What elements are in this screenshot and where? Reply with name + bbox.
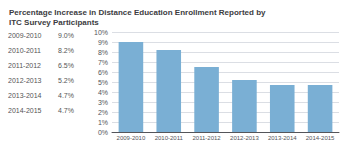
svg-text:2010-2011: 2010-2011 (155, 135, 184, 141)
svg-text:2012-2013: 2012-2013 (8, 77, 42, 84)
svg-text:3%: 3% (98, 99, 108, 106)
svg-text:Percentage Increase in Distanc: Percentage Increase in Distance Educatio… (9, 8, 266, 17)
svg-text:10%: 10% (94, 29, 108, 36)
svg-text:2009-2010: 2009-2010 (117, 135, 146, 141)
svg-text:2013-2014: 2013-2014 (268, 135, 297, 141)
svg-text:2011-2012: 2011-2012 (192, 135, 221, 141)
svg-text:2010-2011: 2010-2011 (8, 47, 41, 54)
svg-text:2014-2015: 2014-2015 (8, 107, 42, 114)
svg-text:8.2%: 8.2% (58, 47, 74, 54)
svg-text:2012-2013: 2012-2013 (230, 135, 259, 141)
svg-text:9%: 9% (98, 39, 108, 46)
svg-text:4.7%: 4.7% (58, 92, 74, 99)
svg-text:ITC Survey Participants: ITC Survey Participants (9, 18, 99, 27)
svg-text:6%: 6% (98, 69, 108, 76)
svg-text:2009-2010: 2009-2010 (8, 32, 42, 39)
svg-text:6.5%: 6.5% (58, 62, 74, 69)
svg-text:2014-2015: 2014-2015 (306, 135, 335, 141)
svg-text:2011-2012: 2011-2012 (8, 62, 41, 69)
svg-text:1%: 1% (98, 119, 108, 126)
svg-text:5.2%: 5.2% (58, 77, 74, 84)
svg-text:2013-2014: 2013-2014 (8, 92, 42, 99)
svg-text:8%: 8% (98, 49, 108, 56)
svg-text:4%: 4% (98, 89, 108, 96)
svg-text:0%: 0% (98, 129, 108, 136)
svg-text:4.7%: 4.7% (58, 107, 74, 114)
svg-text:9.0%: 9.0% (58, 32, 74, 39)
svg-text:7%: 7% (98, 59, 108, 66)
svg-text:5%: 5% (98, 79, 108, 86)
svg-text:2%: 2% (98, 109, 108, 116)
